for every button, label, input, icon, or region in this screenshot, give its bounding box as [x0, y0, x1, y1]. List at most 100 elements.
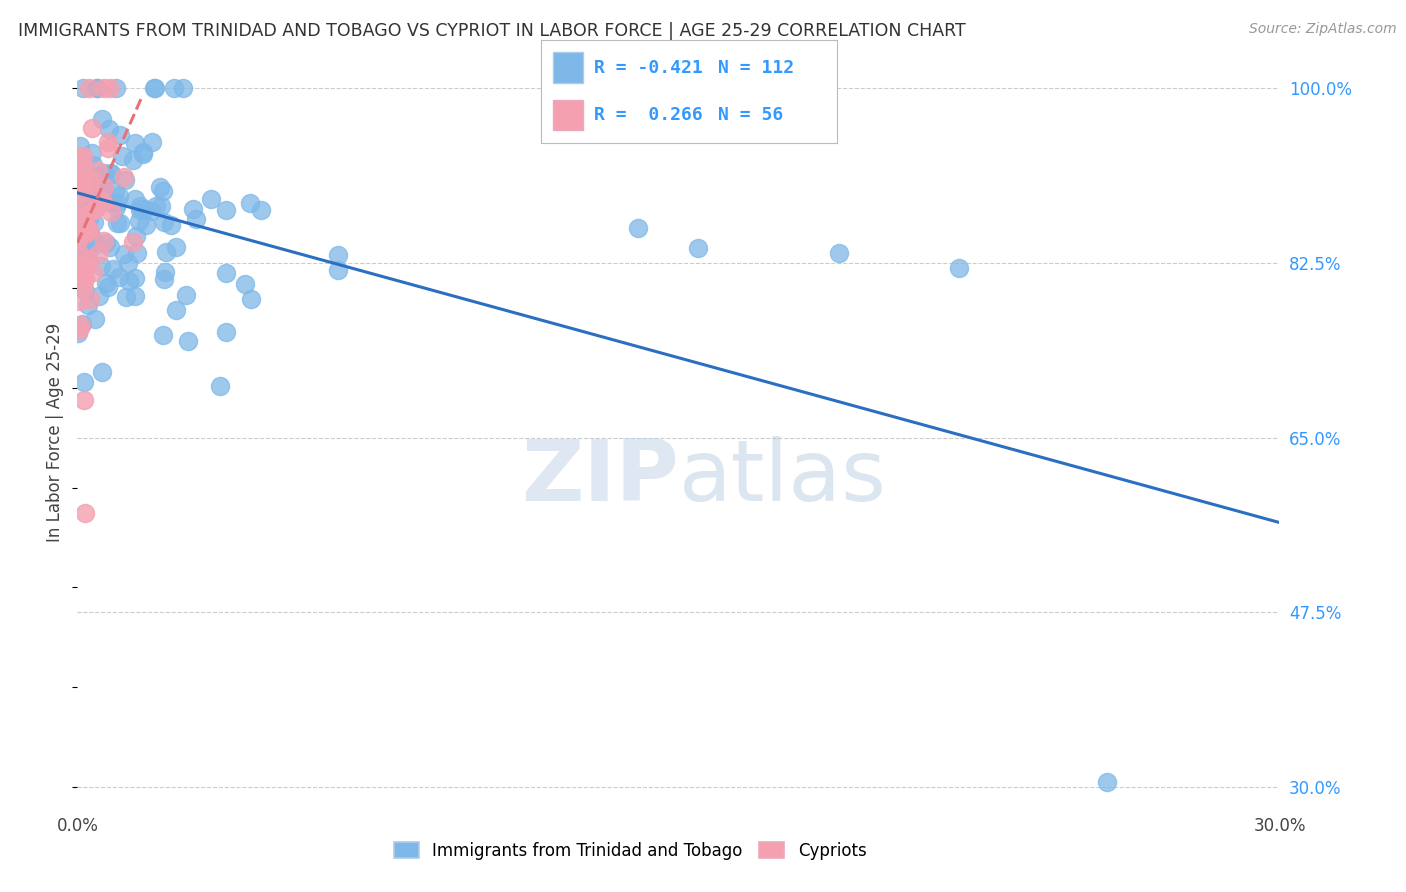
Point [131, 147, 153, 161]
Point [104, 81, 127, 95]
Point [129, 199, 152, 213]
Point [76, 298, 98, 312]
Point [125, 246, 148, 260]
Point [79, 292, 101, 306]
Point [73, 392, 96, 407]
Point [108, 189, 131, 203]
Point [72, 184, 94, 198]
Text: atlas: atlas [679, 436, 886, 519]
Point [82, 158, 104, 172]
Point [70, 249, 93, 263]
Point [82, 265, 104, 279]
Point [66, 274, 89, 288]
Point [87, 164, 110, 178]
Point [98, 121, 121, 136]
Point [121, 153, 143, 167]
Point [118, 274, 141, 288]
Point [214, 202, 236, 217]
Point [100, 166, 122, 180]
Point [75, 218, 97, 232]
Point [73, 375, 96, 389]
Point [145, 199, 167, 213]
Point [69, 186, 91, 200]
Point [94, 236, 117, 251]
Point [80, 146, 103, 161]
Point [98, 81, 121, 95]
Point [70, 263, 93, 277]
Point [70, 318, 93, 332]
Point [86, 187, 108, 202]
Point [115, 290, 138, 304]
Text: N = 56: N = 56 [718, 106, 783, 124]
Point [141, 136, 163, 150]
Point [215, 266, 238, 280]
Point [84, 312, 107, 326]
Point [165, 240, 187, 254]
Point [77, 212, 100, 227]
Point [91, 365, 114, 379]
Point [93, 166, 115, 180]
Point [135, 218, 157, 232]
Point [200, 193, 222, 207]
Point [163, 81, 186, 95]
Point [77, 252, 100, 267]
Point [152, 184, 174, 198]
Point [174, 287, 197, 301]
Point [128, 214, 150, 228]
Point [83, 203, 105, 218]
Point [67, 326, 90, 340]
Point [105, 200, 128, 214]
Point [67, 228, 90, 243]
Point [67, 151, 90, 165]
Point [117, 256, 139, 270]
Point [184, 211, 207, 226]
Point [80, 172, 103, 186]
Point [100, 205, 122, 219]
Point [122, 235, 145, 250]
Point [107, 269, 129, 284]
Point [86, 81, 108, 95]
Point [148, 180, 170, 194]
Point [108, 128, 131, 142]
Point [124, 289, 146, 303]
Point [326, 248, 349, 262]
FancyBboxPatch shape [553, 53, 582, 83]
Point [66, 260, 89, 274]
Point [91, 195, 114, 210]
Point [249, 203, 271, 218]
Point [152, 215, 174, 229]
Point [100, 167, 122, 181]
Point [70, 317, 93, 331]
Point [181, 202, 204, 216]
Text: N = 112: N = 112 [718, 59, 794, 77]
Point [128, 203, 150, 218]
Point [143, 81, 166, 95]
Point [67, 253, 90, 268]
Point [139, 204, 162, 219]
Point [72, 268, 94, 282]
Point [66, 229, 89, 244]
Point [112, 247, 135, 261]
Point [134, 202, 156, 216]
Point [240, 293, 263, 307]
Point [76, 196, 98, 211]
Point [97, 135, 120, 149]
Point [132, 145, 155, 159]
Point [125, 229, 148, 244]
Point [112, 170, 135, 185]
Point [72, 157, 94, 171]
Point [73, 285, 96, 299]
Point [90, 196, 112, 211]
Point [97, 140, 120, 154]
Point [124, 271, 146, 285]
Point [72, 149, 94, 163]
Point [91, 183, 114, 197]
Point [83, 215, 105, 229]
Point [72, 265, 94, 279]
Text: IMMIGRANTS FROM TRINIDAD AND TOBAGO VS CYPRIOT IN LABOR FORCE | AGE 25-29 CORREL: IMMIGRANTS FROM TRINIDAD AND TOBAGO VS C… [18, 22, 966, 40]
Point [124, 136, 146, 151]
Text: R =  0.266: R = 0.266 [595, 106, 703, 124]
Point [73, 167, 96, 181]
Point [235, 277, 257, 291]
Point [67, 234, 90, 248]
